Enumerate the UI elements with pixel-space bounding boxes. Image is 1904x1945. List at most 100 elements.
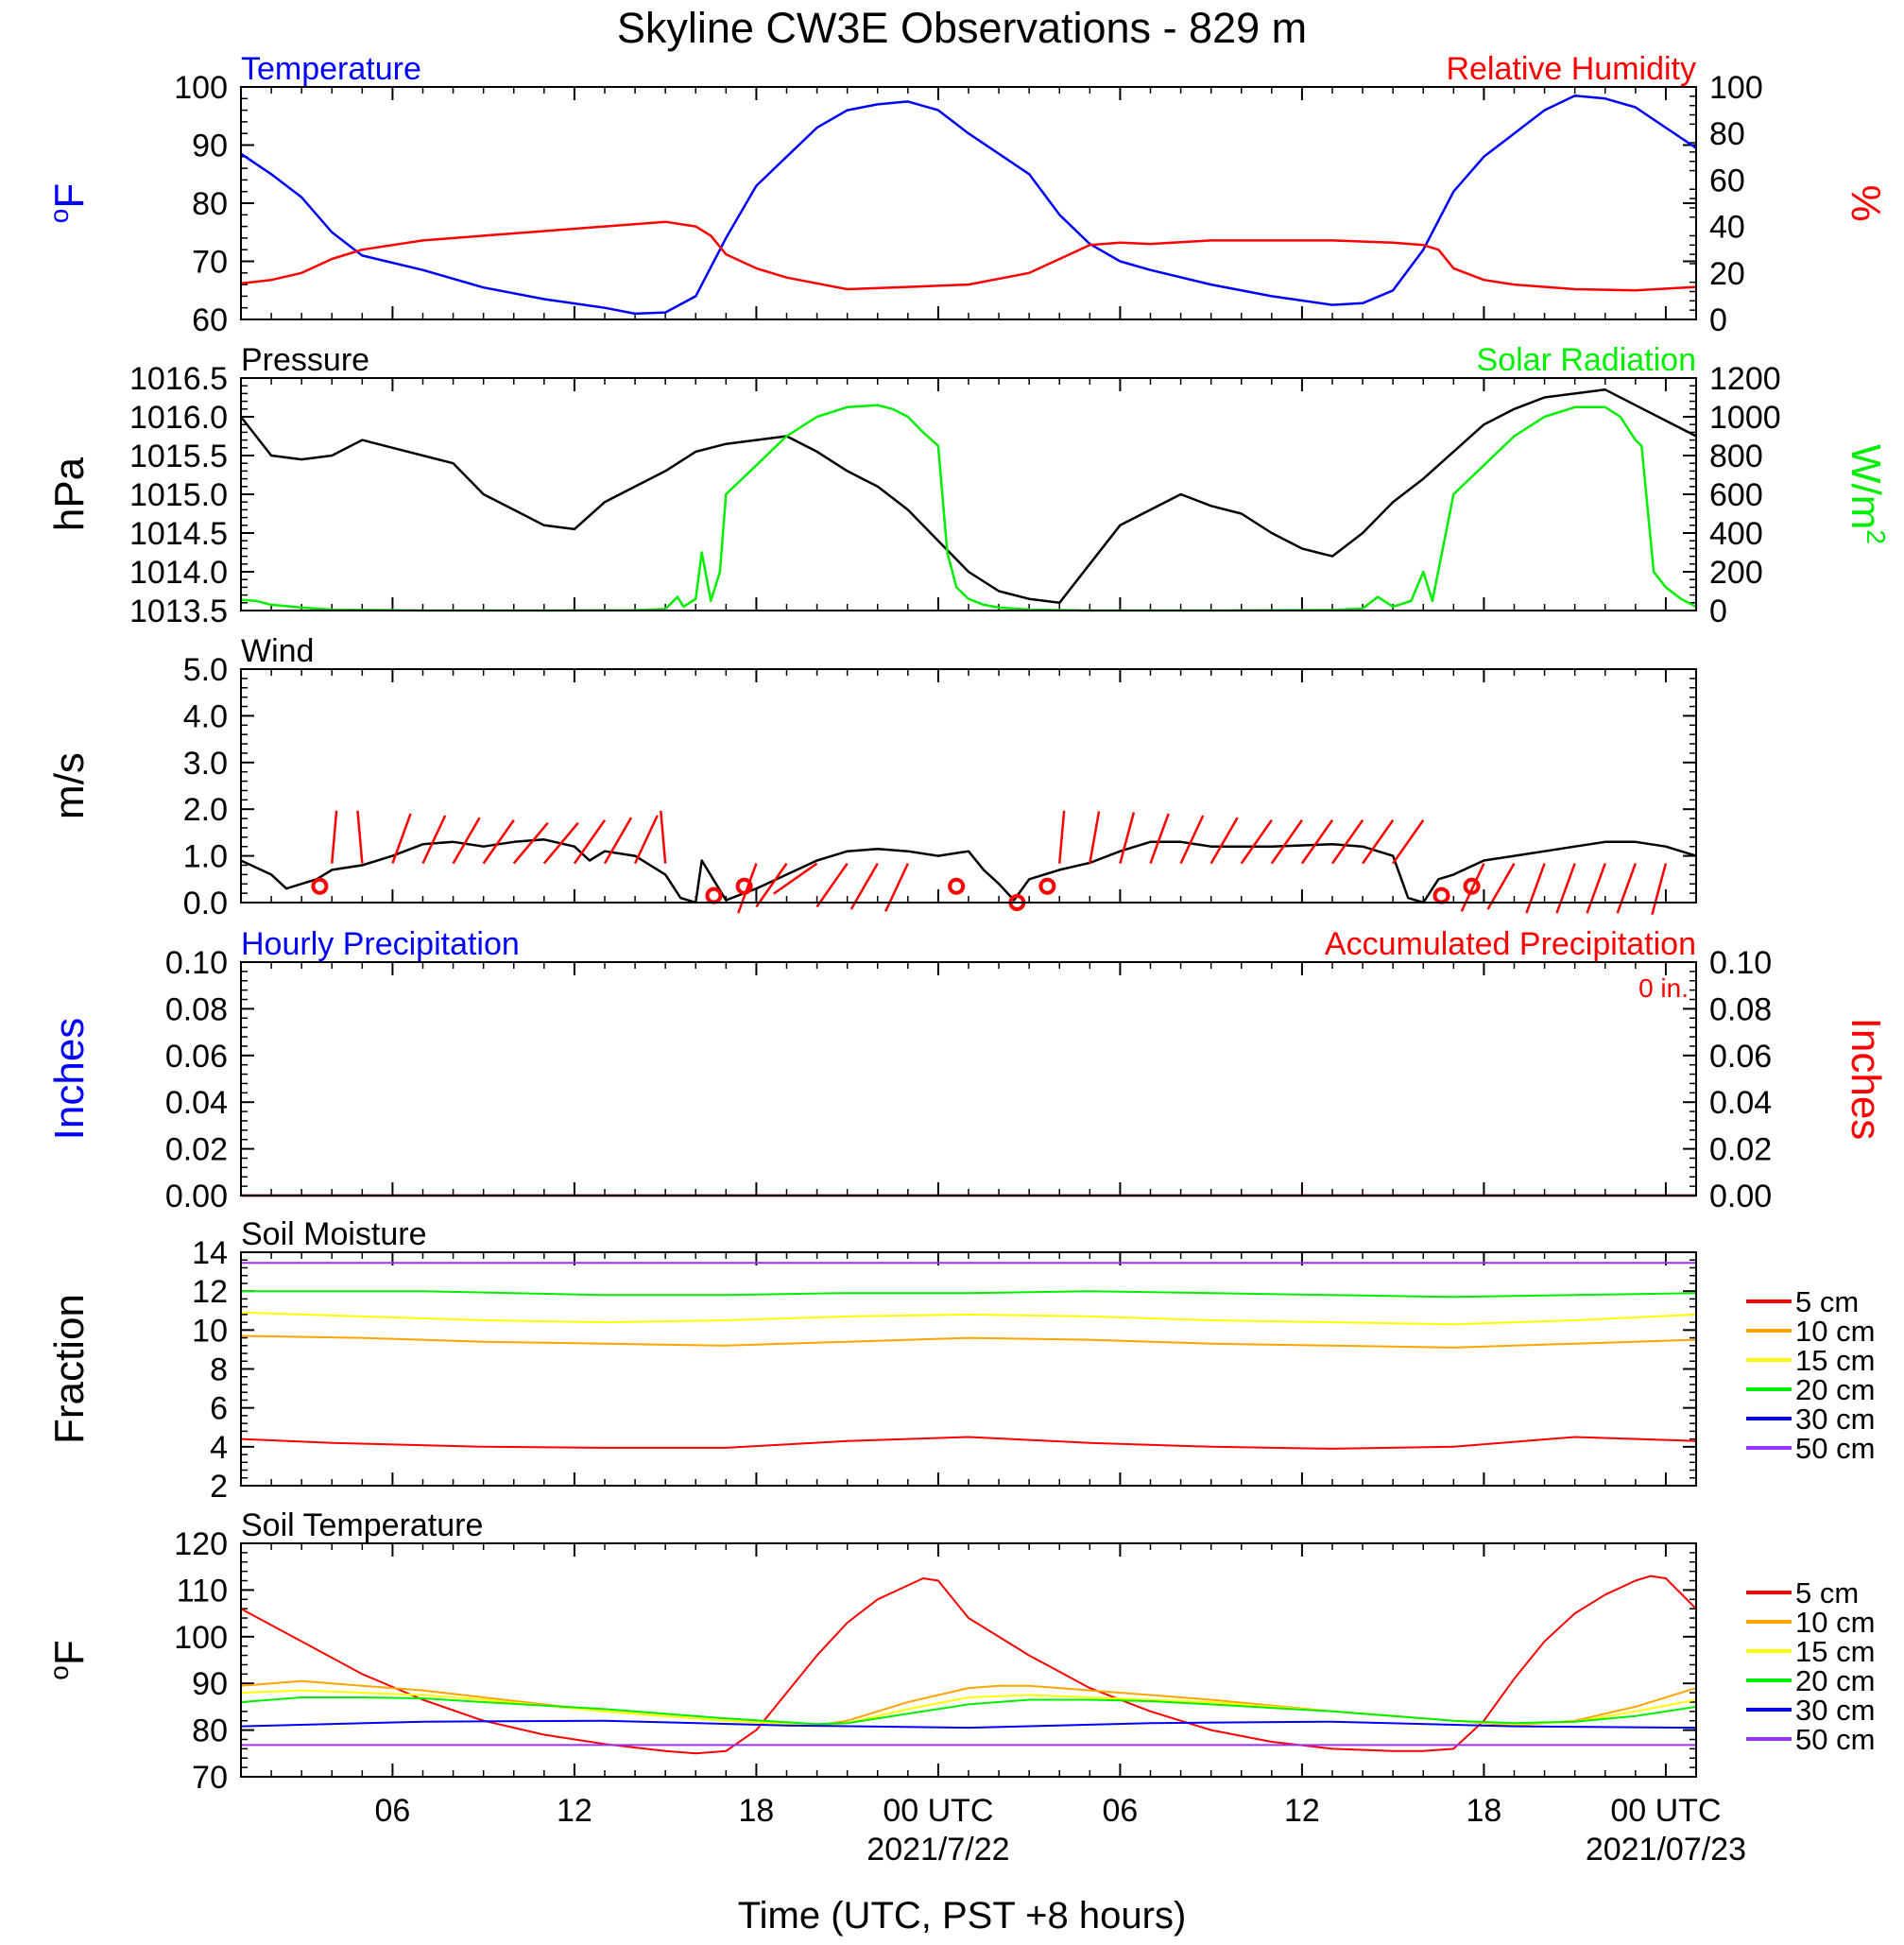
y-tick-label-right: 0.10 (1709, 945, 1772, 981)
wind-barb (512, 821, 549, 865)
wind-barb (737, 863, 758, 914)
wind-barb (573, 819, 607, 865)
y-tick-label: 60 (192, 302, 228, 338)
panel-frame (240, 86, 1697, 320)
y-tick-label: 1015.0 (129, 477, 228, 513)
y-tick-label: 90 (192, 1666, 228, 1702)
y-tick-label: 10 (192, 1313, 228, 1349)
panel-frame (240, 1542, 1697, 1778)
y-tick-label: 100 (174, 70, 228, 106)
legend-label: 30 cm (1795, 1403, 1875, 1436)
y-tick-label: 4 (210, 1430, 228, 1466)
panel-right-title: Relative Humidity (1446, 51, 1696, 87)
wind-barb (482, 819, 515, 865)
series-line-30-cm (240, 1719, 1697, 1730)
y-tick-label: 110 (177, 1573, 228, 1609)
wind-barb (356, 810, 364, 864)
wind-barb (603, 817, 633, 865)
wind-barb (1300, 819, 1334, 865)
y-tick-label-right: 40 (1709, 210, 1745, 246)
y-tick-label: 1015.5 (129, 439, 228, 474)
y-axis-label: Inches (46, 1018, 93, 1141)
wind-barb (633, 815, 659, 865)
x-tick-label: 12 (557, 1793, 592, 1829)
wind-barb (1362, 819, 1395, 865)
series-line-10-cm (240, 1679, 1697, 1727)
wind-barb (542, 821, 579, 865)
panel-left-title: Soil Temperature (241, 1507, 483, 1543)
wind-barb (1209, 817, 1239, 865)
x-tick-label: 00 UTC (883, 1793, 993, 1829)
y-tick-label-right: 800 (1709, 439, 1763, 474)
wind-barb (772, 862, 818, 895)
x-tick-label: 00 UTC (1610, 1793, 1721, 1829)
panel-1: Temperature Relative Humidity oF % 60 70 80 90 1… (44, 51, 1889, 338)
y-tick-label: 2 (210, 1469, 228, 1505)
legend-label: 15 cm (1795, 1635, 1875, 1668)
wind-barb (1651, 863, 1668, 916)
y-tick-label-right: 200 (1709, 555, 1763, 591)
y-axis-label: Fraction (46, 1294, 93, 1444)
wind-barb (1119, 812, 1136, 864)
wind-barb (1555, 863, 1576, 914)
x-tick-label: 12 (1284, 1793, 1320, 1829)
legend-label: 50 cm (1795, 1432, 1875, 1465)
y-tick-label-right: 0 (1709, 302, 1727, 338)
x-date-label: 2021/7/22 (866, 1832, 1009, 1868)
legend-label: 10 cm (1795, 1606, 1875, 1639)
series-line-20-cm (241, 1290, 1697, 1299)
y-tick-label: 80 (192, 1713, 228, 1749)
calm-wind-circle (705, 886, 723, 904)
panel-right-title: Accumulated Precipitation (1325, 926, 1696, 962)
x-date-label: 2021/07/23 (1586, 1832, 1746, 1868)
y-tick-label-right: 0.08 (1709, 991, 1772, 1027)
y-axis-label-right: W/m2 (1843, 444, 1891, 544)
panel-frame (240, 1251, 1697, 1487)
y-tick-label: 4.0 (183, 698, 228, 734)
legend-label: 30 cm (1795, 1694, 1875, 1727)
calm-wind-circle (1038, 877, 1056, 895)
y-tick-label: 0.0 (183, 886, 228, 921)
y-axis-label: oF (44, 1640, 93, 1679)
y-tick-label-right: 0 (1709, 594, 1727, 629)
chart-title: Skyline CW3E Observations - 829 m (617, 4, 1307, 52)
y-tick-label-right: 60 (1709, 163, 1745, 198)
wind-barb (331, 810, 338, 864)
wind-barb (1525, 863, 1546, 914)
y-tick-label: 1016.0 (129, 400, 228, 436)
panel-left-title: Wind (241, 633, 314, 669)
series-line-10-cm (240, 1334, 1697, 1349)
wind-barb (1058, 810, 1066, 864)
wind-barb (452, 817, 481, 865)
wind-barb (391, 813, 412, 865)
accumulated-total-label: 0 in. (1638, 973, 1689, 1003)
wind-barb (1392, 819, 1425, 865)
series-line-2 (240, 404, 1697, 612)
y-tick-label: 1014.5 (129, 516, 228, 552)
series-line-1 (240, 388, 1697, 605)
wind-barbs (311, 810, 1668, 916)
series-line-20-cm (240, 1696, 1697, 1726)
series-line-5-cm (240, 1436, 1697, 1450)
wind-barb (660, 810, 667, 864)
y-tick-label-right: 100 (1709, 70, 1763, 106)
y-tick-label: 70 (192, 245, 228, 281)
y-tick-label-right: 1000 (1709, 400, 1781, 436)
calm-wind-circle (948, 877, 966, 895)
legend-label: 5 cm (1795, 1285, 1859, 1318)
y-tick-label: 14 (192, 1235, 228, 1271)
legend-label: 10 cm (1795, 1315, 1875, 1348)
calm-wind-circle (1463, 877, 1481, 895)
y-tick-label: 2.0 (183, 792, 228, 828)
y-tick-label: 1013.5 (129, 594, 228, 629)
y-tick-label-right: 80 (1709, 116, 1745, 152)
y-tick-label-right: 20 (1709, 256, 1745, 292)
x-tick-label: 18 (1467, 1793, 1502, 1829)
y-axis-label: m/s (46, 752, 93, 819)
y-tick-label: 0.10 (165, 945, 228, 981)
panel-frame (240, 668, 1697, 904)
